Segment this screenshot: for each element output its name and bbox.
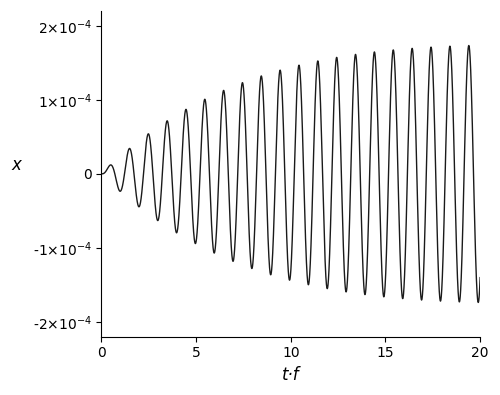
Y-axis label: x: x (11, 156, 21, 174)
X-axis label: t·f: t·f (282, 366, 300, 384)
